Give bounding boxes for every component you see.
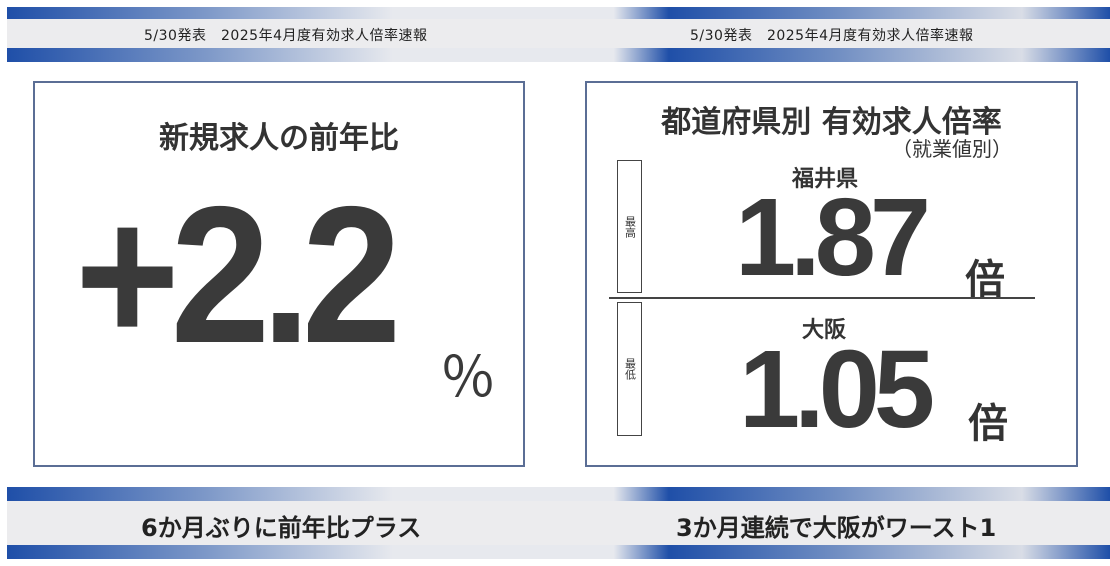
- prefecture-ratio-title: 都道府県別 有効求人倍率: [661, 105, 1002, 140]
- header-text-left: 5/30発表 2025年4月度有効求人倍率速報: [144, 28, 428, 44]
- new-jobs-panel: 新規求人の前年比 +2.2 ％: [33, 81, 525, 467]
- prefecture-ratio-panel: 都道府県別 有効求人倍率 （就業値別） 最高 福井県 1.87 倍 最低 大阪 …: [585, 81, 1078, 467]
- highest-label: 最高: [623, 215, 637, 238]
- lowest-label: 最低: [623, 358, 637, 380]
- new-jobs-title: 新規求人の前年比: [159, 121, 399, 156]
- footer-text-right: 3か月連続で大阪がワースト1: [676, 514, 997, 542]
- lowest-unit: 倍: [968, 401, 1008, 447]
- header-text-right: 5/30発表 2025年4月度有効求人倍率速報: [690, 28, 974, 44]
- highest-label-box: 最高: [617, 160, 642, 293]
- bottom-footer-band: [7, 501, 1110, 545]
- top-gradient-strip-lower: [7, 48, 1110, 62]
- bottom-gradient-strip: [7, 487, 1110, 501]
- divider-line: [609, 297, 1035, 299]
- lowest-label-box: 最低: [617, 302, 642, 436]
- lowest-value: 1.05: [739, 328, 935, 451]
- highest-value: 1.87: [735, 176, 931, 299]
- percent-unit: ％: [440, 346, 496, 411]
- highest-unit: 倍: [965, 257, 1005, 303]
- lowest-prefecture: 大阪: [802, 318, 847, 343]
- prefecture-ratio-subtitle: （就業値別）: [892, 137, 1012, 161]
- top-gradient-strip: [7, 7, 1110, 19]
- new-jobs-value: +2.2: [75, 166, 402, 384]
- highest-prefecture: 福井県: [792, 167, 859, 192]
- footer-text-left: 6か月ぶりに前年比プラス: [141, 514, 422, 542]
- top-header-band: [7, 19, 1110, 48]
- bottom-gradient-strip-lower: [7, 545, 1110, 559]
